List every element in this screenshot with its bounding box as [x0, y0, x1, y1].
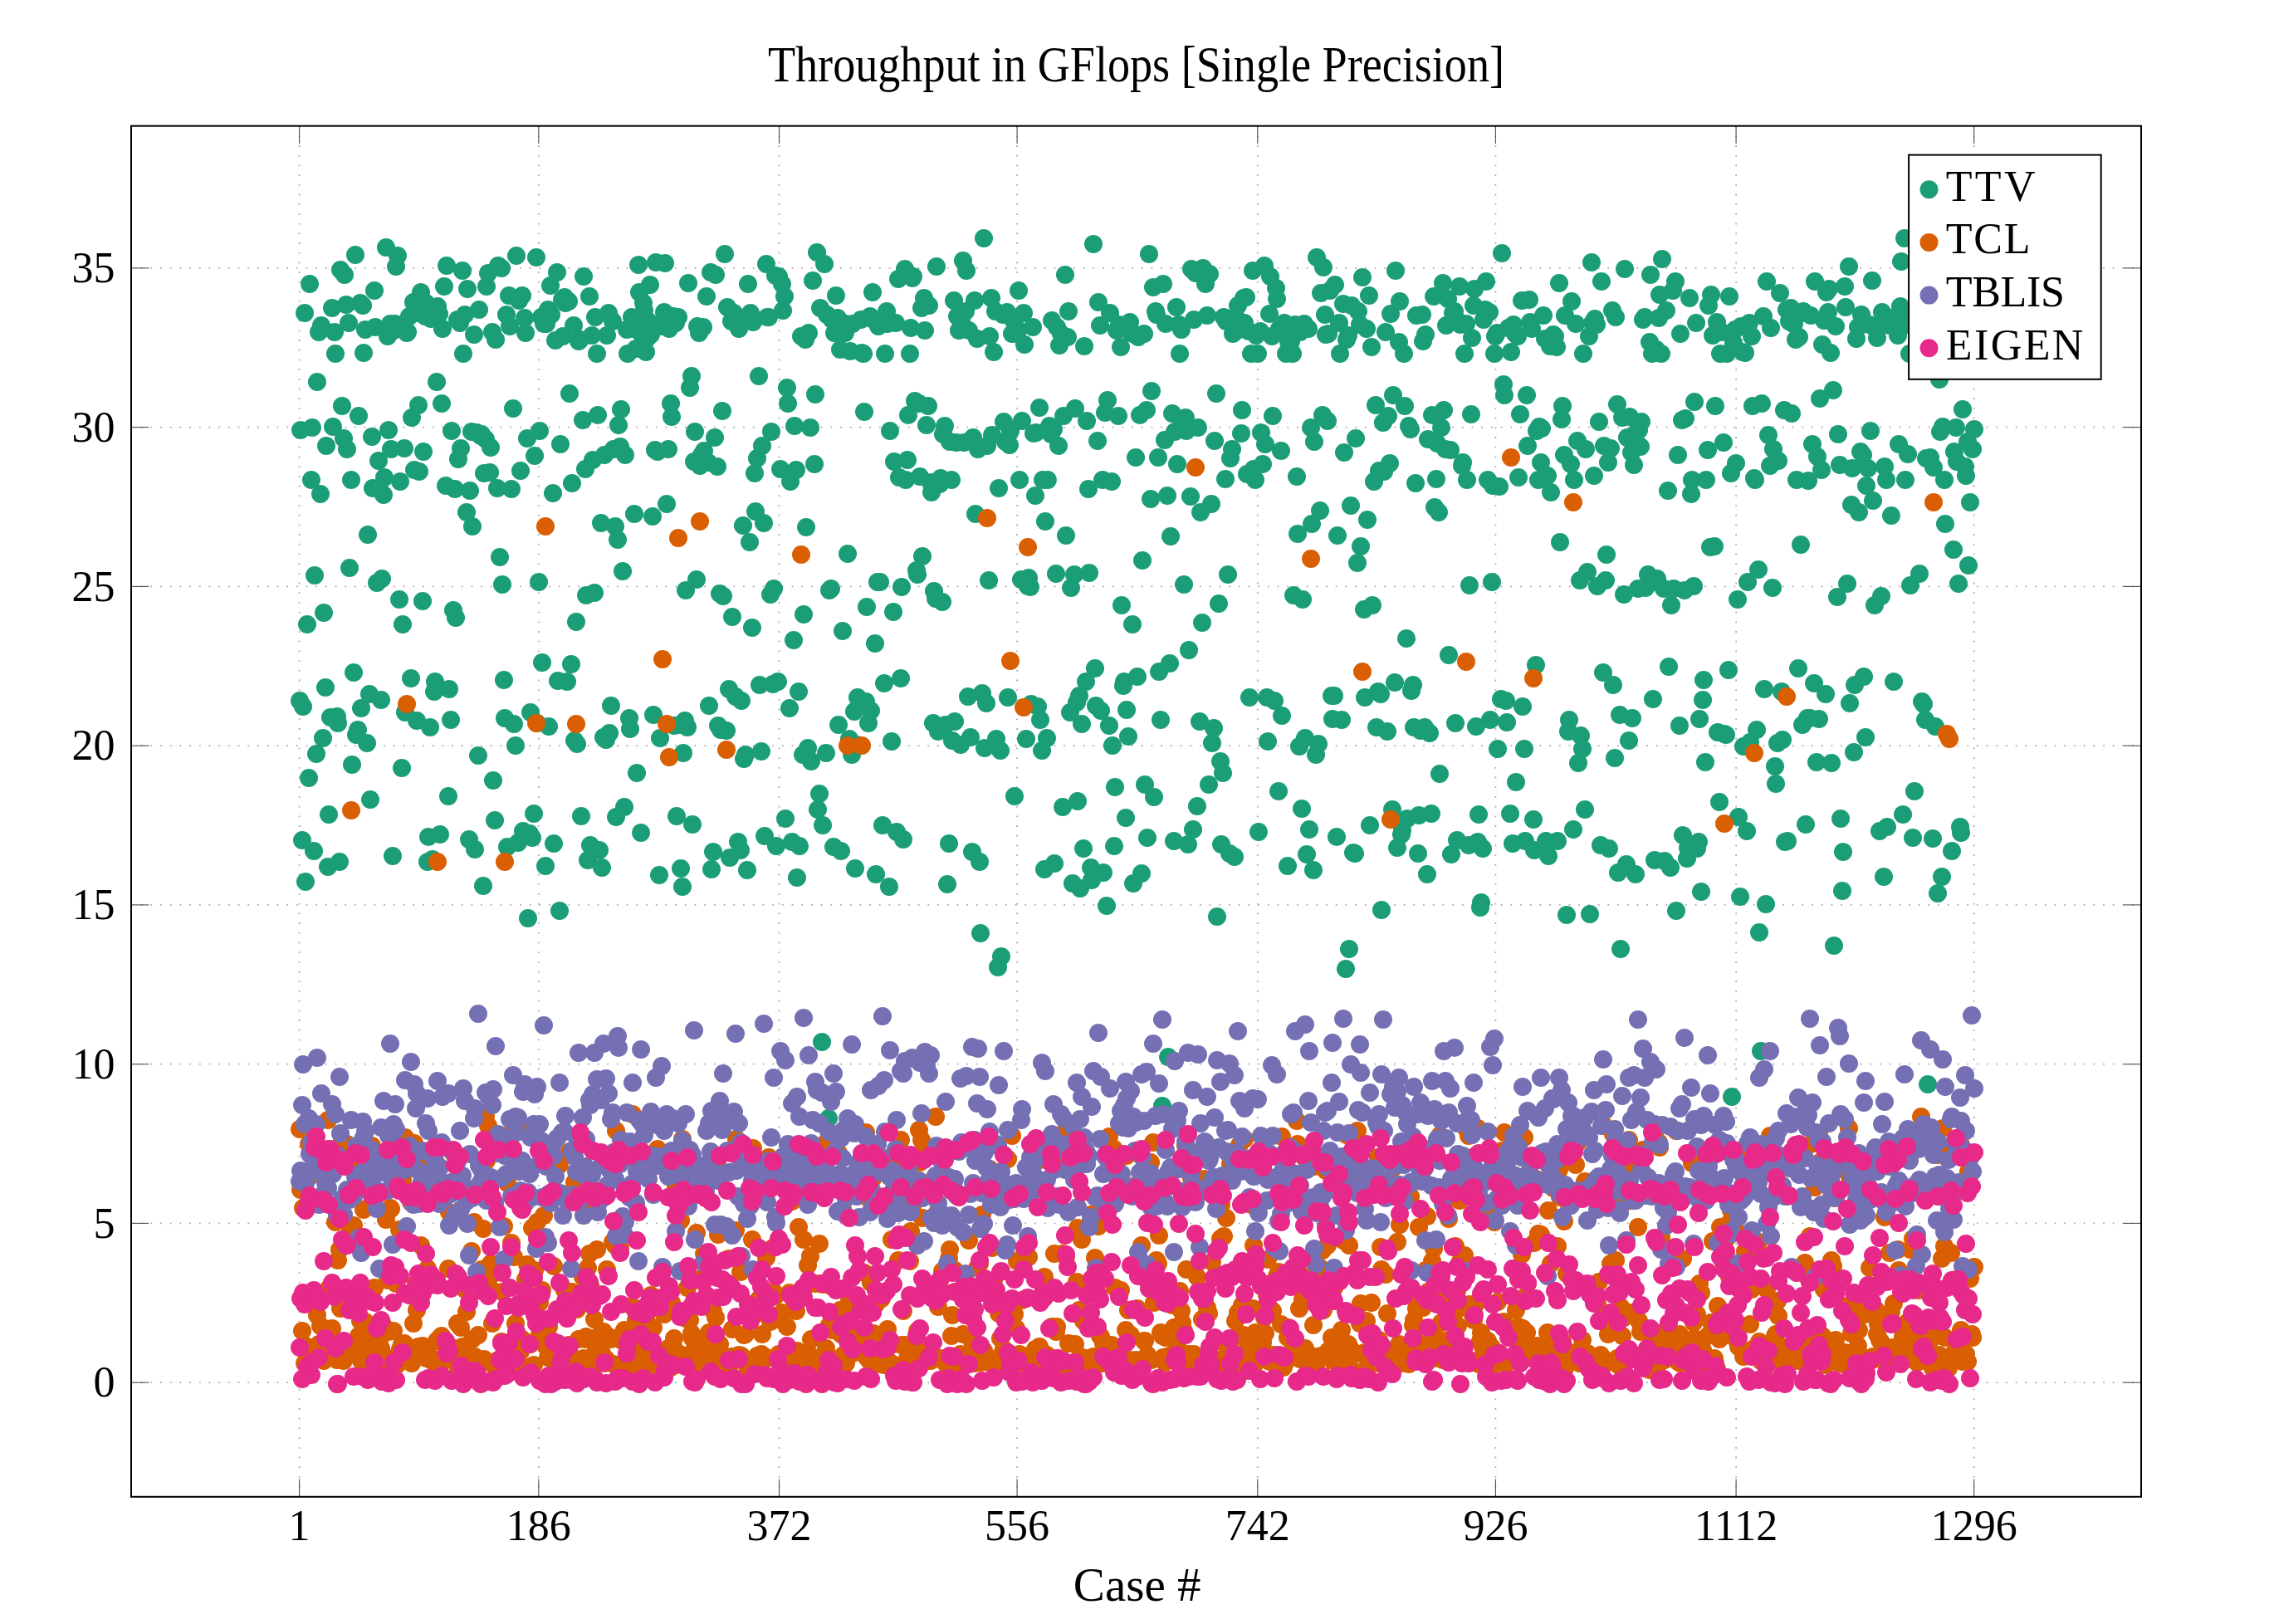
svg-text:372: 372: [747, 1502, 812, 1549]
svg-text:EIGEN: EIGEN: [1946, 321, 2084, 369]
svg-text:25: 25: [72, 563, 115, 610]
svg-text:742: 742: [1225, 1502, 1290, 1549]
svg-text:20: 20: [72, 722, 115, 769]
svg-text:Throughput in GFlops [Single P: Throughput in GFlops [Single Precision]: [768, 36, 1504, 92]
svg-text:5: 5: [94, 1200, 115, 1247]
svg-text:556: 556: [985, 1502, 1049, 1549]
svg-text:TCL: TCL: [1946, 215, 2031, 262]
svg-text:10: 10: [72, 1040, 115, 1088]
svg-text:926: 926: [1463, 1502, 1528, 1549]
svg-text:15: 15: [72, 881, 115, 928]
svg-text:TTV: TTV: [1946, 163, 2036, 210]
svg-text:1296: 1296: [1931, 1502, 2017, 1549]
svg-text:1112: 1112: [1694, 1502, 1778, 1549]
svg-text:35: 35: [72, 244, 115, 291]
svg-text:TBLIS: TBLIS: [1946, 268, 2065, 316]
svg-text:1: 1: [289, 1502, 311, 1549]
svg-text:186: 186: [506, 1502, 571, 1549]
svg-text:30: 30: [72, 404, 115, 451]
svg-text:Case #: Case #: [1073, 1558, 1201, 1611]
svg-text:0: 0: [94, 1358, 115, 1406]
